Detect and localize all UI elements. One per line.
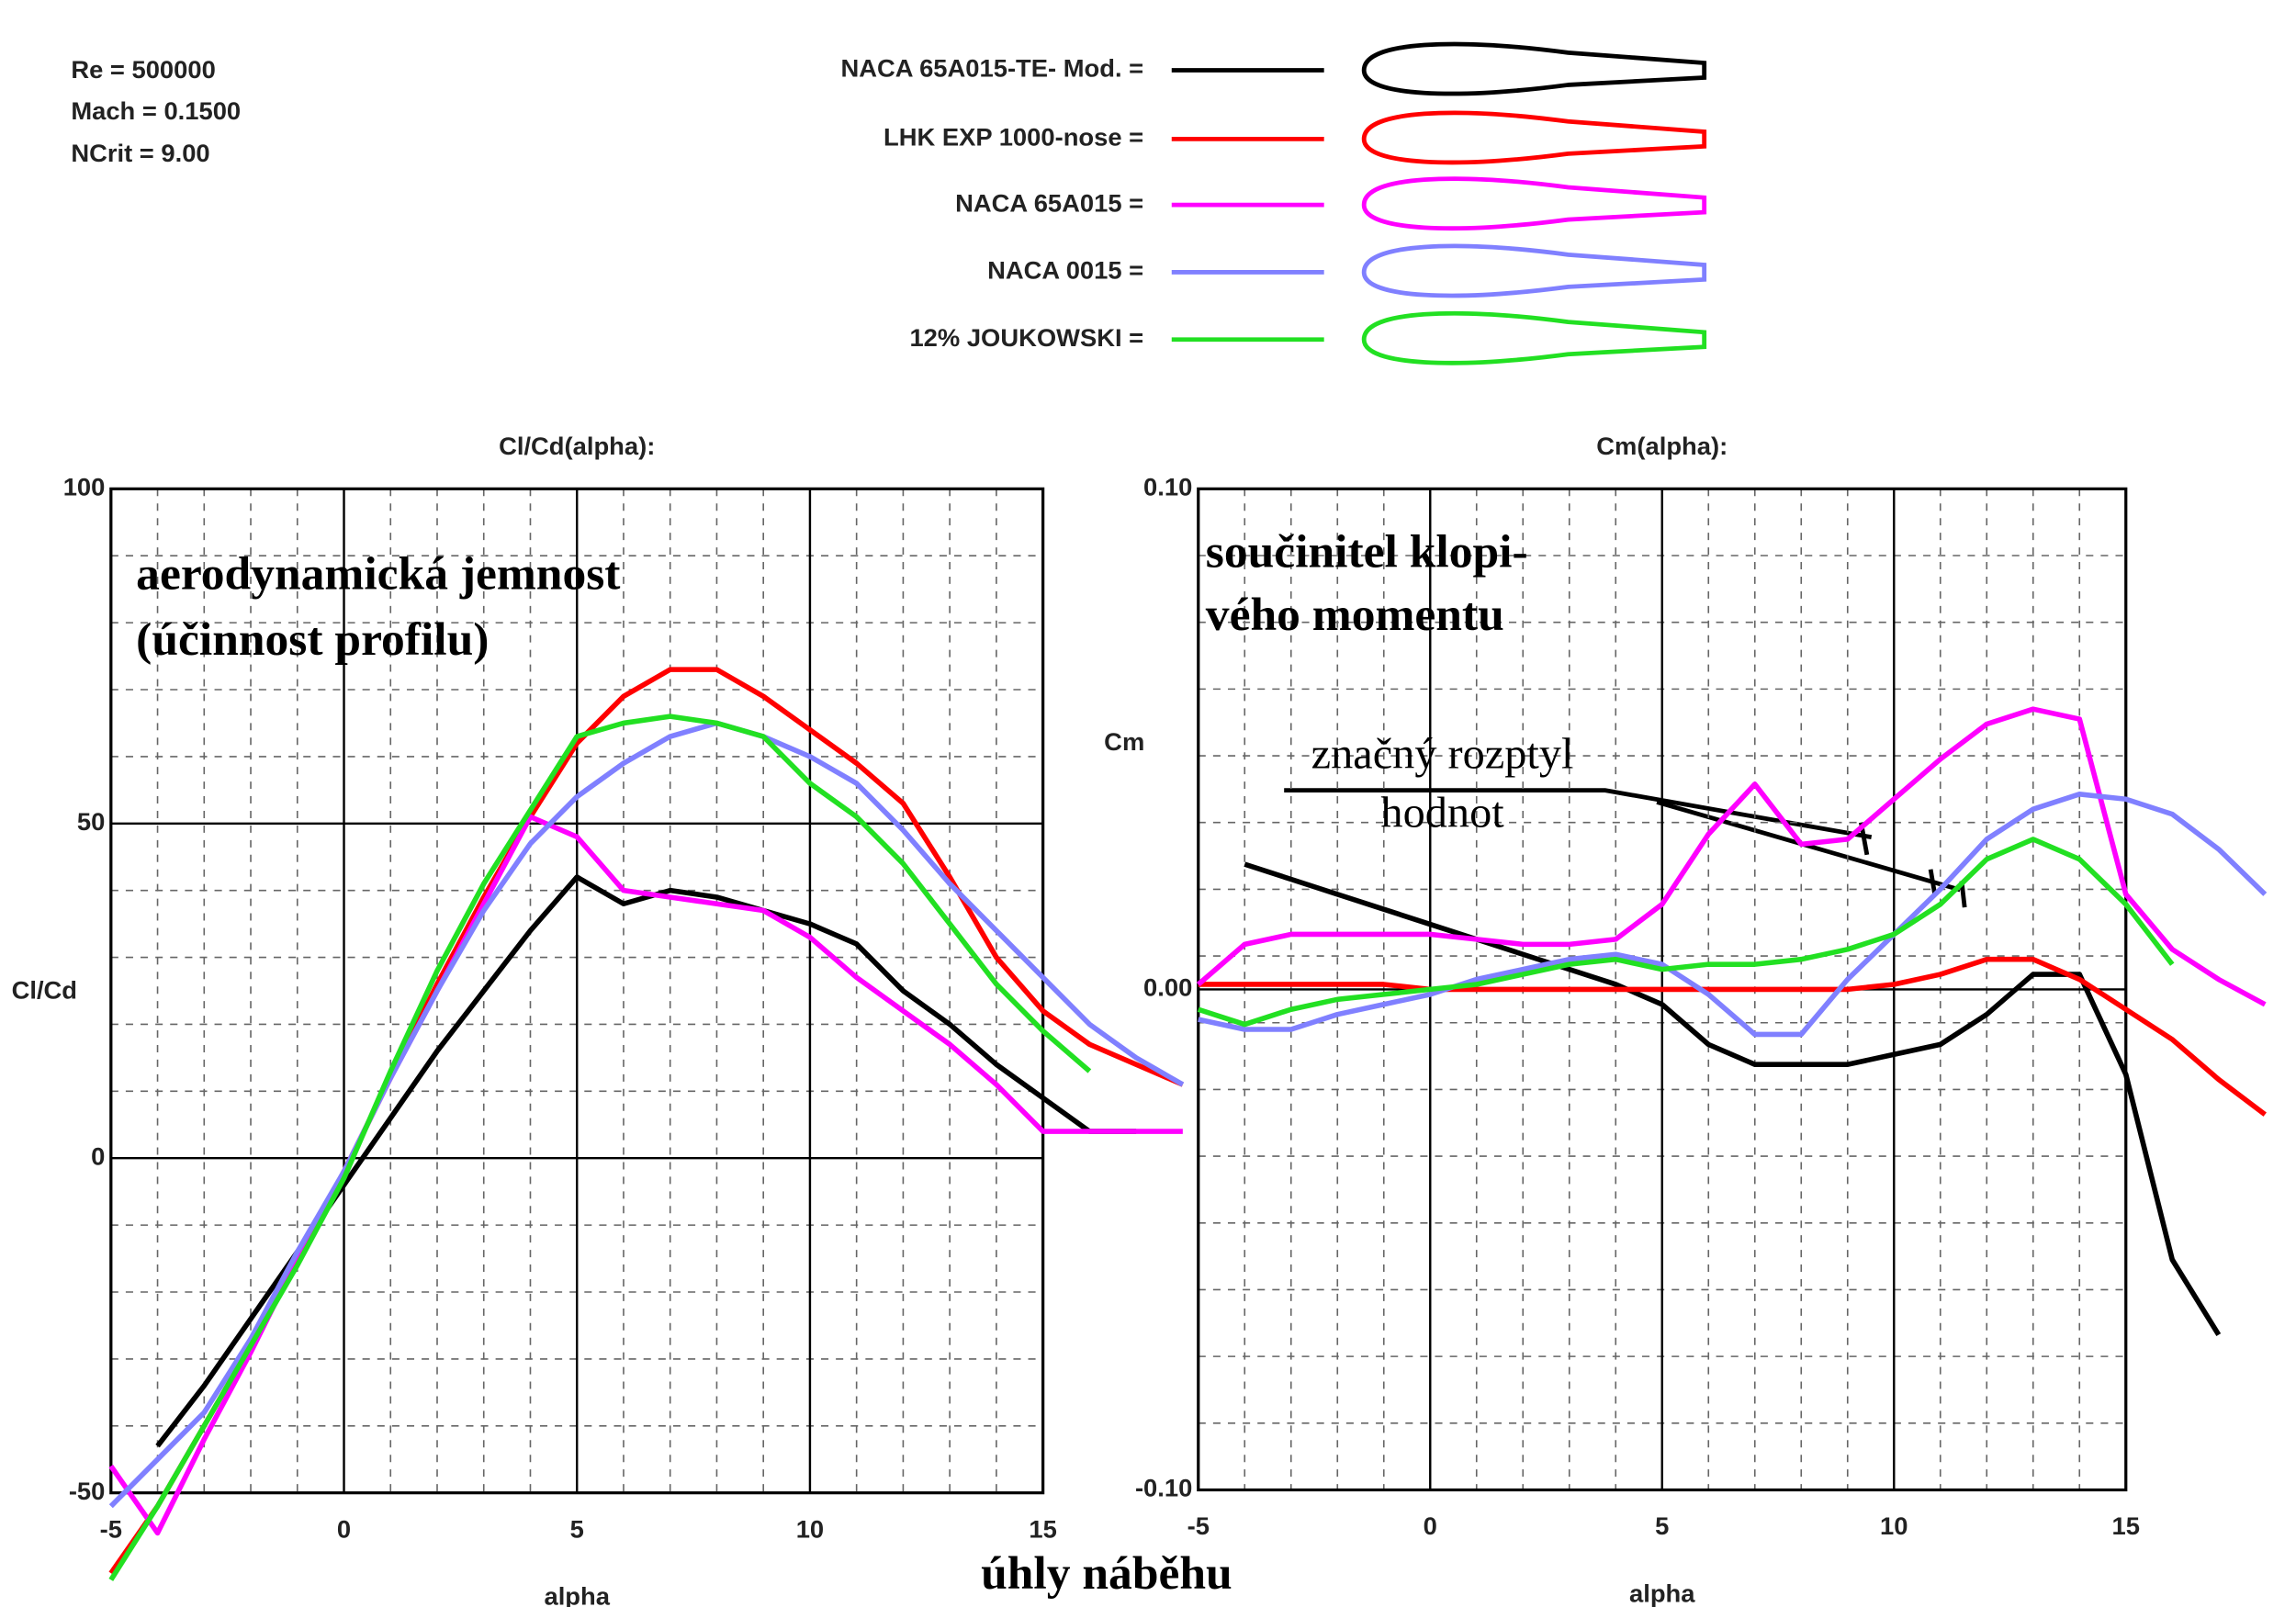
airfoil-icon bbox=[1361, 243, 1707, 298]
plot-frame bbox=[109, 487, 1045, 1495]
y-tick-label: 0 bbox=[91, 1142, 105, 1171]
info-re: Re = 500000 bbox=[71, 55, 215, 84]
airfoil-icon bbox=[1361, 110, 1707, 165]
y-axis-label: Cm bbox=[1104, 727, 1144, 756]
note-tick bbox=[1928, 869, 1938, 896]
annotation: značný rozptyl bbox=[1311, 730, 1574, 779]
annotation: (účinnost profilu) bbox=[136, 613, 489, 666]
x-axis-label: alpha bbox=[1629, 1579, 1695, 1607]
airfoil-icon bbox=[1361, 41, 1707, 96]
x-tick-label: 10 bbox=[796, 1514, 824, 1543]
x-tick-label: -5 bbox=[100, 1514, 122, 1543]
legend-label: NACA 65A015-TE- Mod. = bbox=[840, 54, 1143, 83]
y-tick-label: 50 bbox=[77, 807, 105, 836]
x-tick-label: -5 bbox=[1187, 1511, 1210, 1540]
legend-label: 12% JOUKOWSKI = bbox=[909, 323, 1143, 352]
chart-title: Cm(alpha): bbox=[1596, 432, 1728, 460]
info-ncrit: NCrit = 9.00 bbox=[71, 139, 209, 167]
y-tick-label: -50 bbox=[69, 1477, 106, 1505]
series-line bbox=[1198, 956, 2267, 1117]
chart-title: Cl/Cd(alpha): bbox=[499, 432, 655, 460]
y-tick-label: 0.10 bbox=[1143, 473, 1192, 501]
info-mach: Mach = 0.1500 bbox=[71, 96, 241, 125]
series-line bbox=[1244, 861, 2222, 1336]
y-tick-label: 100 bbox=[63, 473, 106, 501]
series-line bbox=[108, 714, 1092, 1581]
series-line bbox=[1198, 792, 2268, 1038]
airfoil-icon bbox=[1361, 310, 1707, 365]
series-line bbox=[1196, 706, 2267, 1007]
y-tick-label: 0.00 bbox=[1143, 973, 1192, 1002]
airfoil-icon bbox=[1361, 176, 1707, 230]
annotation: vého momentu bbox=[1206, 589, 1504, 641]
series-line bbox=[1197, 837, 2175, 1028]
legend-label: NACA 65A015 = bbox=[955, 188, 1143, 217]
x-tick-label: 0 bbox=[1424, 1511, 1437, 1540]
y-axis-label: Cl/Cd bbox=[12, 976, 77, 1005]
x-tick-label: 5 bbox=[1655, 1511, 1669, 1540]
legend-label: LHK EXP 1000-nose = bbox=[884, 123, 1143, 152]
x-tick-label: 0 bbox=[337, 1514, 351, 1543]
x-tick-label: 10 bbox=[1880, 1511, 1908, 1540]
y-tick-label: -0.10 bbox=[1135, 1474, 1192, 1502]
x-tick-label: 15 bbox=[1029, 1514, 1056, 1543]
annotation: součinitel klopi- bbox=[1206, 526, 1528, 579]
x-tick-label: 5 bbox=[570, 1514, 584, 1543]
x-tick-label: 15 bbox=[2112, 1511, 2140, 1540]
caption: úhly náběhu bbox=[981, 1547, 1232, 1600]
annotation: aerodynamická jemnost bbox=[136, 547, 620, 600]
x-axis-label: alpha bbox=[544, 1582, 610, 1607]
annotation: hodnot bbox=[1380, 789, 1504, 837]
series-line bbox=[108, 720, 1185, 1509]
plot-frame bbox=[1197, 487, 2128, 1492]
legend-label: NACA 0015 = bbox=[987, 256, 1143, 285]
